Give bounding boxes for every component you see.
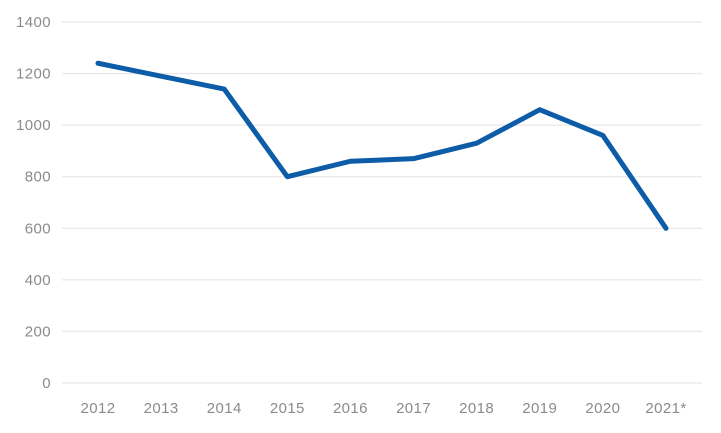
x-axis-tick-label: 2014 xyxy=(207,400,242,417)
y-axis-tick-label: 600 xyxy=(25,220,51,237)
data-line-series-1 xyxy=(95,60,669,231)
y-axis-tick-label: 1400 xyxy=(16,14,51,31)
y-axis-tick-label: 0 xyxy=(42,375,51,392)
y-axis-tick-label: 800 xyxy=(25,169,51,186)
x-axis-tick-label: 2021* xyxy=(645,400,686,417)
x-axis-tick-label: 2012 xyxy=(81,400,116,417)
x-axis-tick-label: 2018 xyxy=(459,400,494,417)
y-axis-tick-label: 1200 xyxy=(16,66,51,83)
x-axis-tick-label: 2017 xyxy=(396,400,431,417)
x-axis-tick-label: 2016 xyxy=(333,400,368,417)
y-axis-tick-label: 1000 xyxy=(16,117,51,134)
y-axis-tick-label: 400 xyxy=(25,272,51,289)
x-axis-tick-label: 2020 xyxy=(585,400,620,417)
x-axis-tick-label: 2019 xyxy=(522,400,557,417)
x-axis-tick-label: 2015 xyxy=(270,400,305,417)
x-axis-tick-label: 2013 xyxy=(144,400,179,417)
y-axis-tick-label: 200 xyxy=(25,323,51,340)
